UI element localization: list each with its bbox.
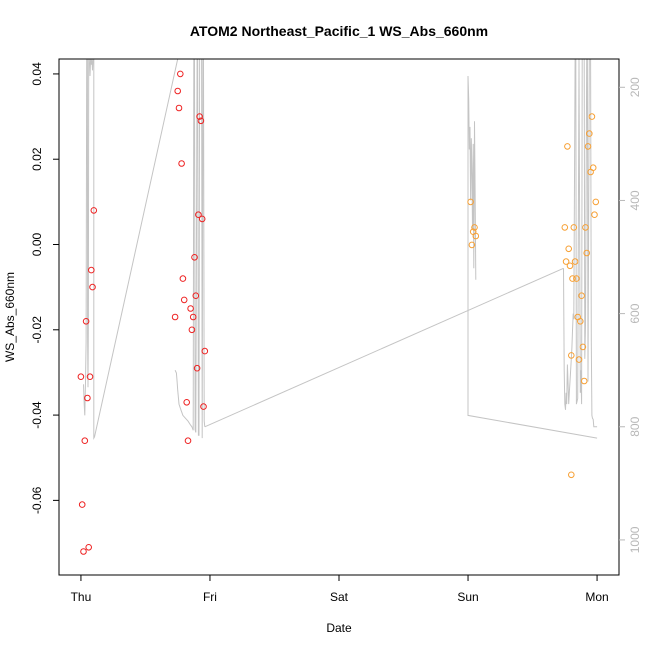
plot-frame — [58, 58, 620, 576]
y2-axis: 200 400 600 800 1000 — [619, 77, 642, 553]
data-point-s1-20 — [580, 377, 588, 385]
data-point-s0-28 — [197, 117, 205, 125]
x-tick-label-4: Mon — [585, 590, 608, 604]
data-point-s1-6 — [562, 258, 570, 265]
data-point-s1-0 — [467, 198, 474, 206]
data-point-s0-18 — [183, 399, 190, 406]
altitude-line-segment-1 — [86, 58, 90, 388]
altitude-line-segment-4 — [174, 369, 194, 431]
data-point-s0-7 — [86, 373, 94, 381]
altitude-line-segment-0 — [83, 58, 88, 416]
y-tick-label-5: 0.04 — [30, 62, 44, 86]
data-point-s0-11 — [171, 313, 179, 321]
data-point-s0-10 — [90, 207, 98, 214]
data-points — [77, 70, 600, 555]
altitude-line-segment-9 — [467, 75, 477, 280]
x-tick-label-2: Sat — [330, 590, 349, 604]
altitude-line-segment-3 — [93, 58, 179, 440]
y-tick-label-1: -0.04 — [30, 401, 44, 429]
data-point-s0-20 — [187, 305, 194, 312]
data-point-s0-9 — [89, 283, 96, 291]
data-point-s0-26 — [195, 211, 202, 218]
data-point-s1-13 — [571, 258, 579, 265]
data-point-s0-4 — [82, 318, 90, 325]
data-point-s0-30 — [200, 403, 207, 410]
data-point-s0-15 — [178, 160, 185, 167]
x-axis-label: Date — [326, 621, 352, 635]
data-point-s1-11 — [569, 275, 576, 282]
data-point-s1-14 — [573, 275, 580, 282]
data-point-s0-5 — [84, 394, 91, 402]
altitude-line-segment-2 — [88, 58, 94, 77]
y-axis-label: WS_Abs_660nm — [3, 272, 17, 362]
data-point-s1-28 — [591, 211, 598, 218]
data-point-s0-6 — [85, 544, 92, 551]
data-point-s0-0 — [77, 373, 85, 381]
y-tick-label-2: -0.02 — [30, 316, 44, 344]
y2-tick-label-0: 200 — [628, 77, 642, 97]
data-point-s0-3 — [81, 437, 89, 445]
data-point-s1-3 — [471, 224, 478, 231]
data-point-s0-31 — [201, 347, 209, 355]
data-point-s1-22 — [583, 249, 591, 257]
chart-title: ATOM2 Northeast_Pacific_1 WS_Abs_660nm — [190, 23, 488, 39]
data-point-s0-27 — [196, 113, 203, 120]
data-point-s0-25 — [193, 364, 201, 372]
data-point-s1-1 — [468, 241, 476, 249]
data-point-s1-7 — [564, 143, 571, 150]
data-point-s1-26 — [588, 113, 596, 120]
data-point-s1-19 — [579, 343, 587, 351]
data-point-s0-13 — [175, 104, 183, 112]
data-point-s1-12 — [570, 224, 578, 231]
data-point-s1-16 — [575, 356, 583, 363]
data-point-s1-24 — [586, 130, 593, 137]
data-point-s1-9 — [566, 262, 574, 270]
data-point-s1-29 — [592, 198, 600, 206]
altitude-line-segment-7 — [204, 267, 564, 428]
y-axis: -0.06 -0.04 -0.02 0.00 0.02 0.04 — [30, 62, 59, 514]
y-tick-label-3: 0.00 — [30, 233, 44, 257]
data-point-s0-2 — [80, 548, 87, 555]
x-tick-label-1: Fri — [203, 590, 217, 604]
x-tick-label-0: Thu — [71, 590, 92, 604]
altitude-line — [83, 58, 598, 440]
data-point-s1-8 — [565, 245, 573, 253]
data-point-s0-1 — [78, 501, 86, 508]
data-point-s1-5 — [561, 224, 569, 231]
data-point-s1-30 — [568, 471, 575, 479]
data-point-s0-14 — [177, 70, 184, 78]
y2-tick-label-3: 800 — [628, 416, 642, 436]
x-axis: Thu Fri Sat Sun Mon — [71, 575, 609, 604]
data-point-s0-23 — [191, 253, 198, 261]
data-point-s0-22 — [189, 313, 197, 321]
data-point-s1-27 — [589, 164, 597, 171]
altitude-line-segment-5 — [192, 58, 197, 433]
data-point-s0-17 — [180, 296, 188, 304]
data-point-s0-21 — [188, 326, 196, 334]
data-point-s0-29 — [198, 215, 206, 223]
data-point-s1-23 — [584, 143, 592, 150]
data-point-s1-18 — [578, 292, 585, 300]
data-point-s1-4 — [472, 232, 480, 240]
data-point-s1-17 — [577, 318, 584, 325]
data-point-s1-10 — [568, 352, 575, 359]
x-tick-label-3: Sun — [457, 590, 478, 604]
altitude-line-segment-10 — [467, 76, 598, 439]
data-point-s1-21 — [582, 224, 589, 231]
data-point-s0-24 — [192, 292, 200, 300]
y2-tick-label-4: 1000 — [628, 526, 642, 553]
data-point-s0-12 — [174, 87, 181, 95]
y2-tick-label-1: 400 — [628, 190, 642, 210]
data-point-s0-19 — [184, 437, 192, 445]
y2-tick-label-2: 600 — [628, 303, 642, 323]
data-point-s0-8 — [88, 266, 95, 274]
data-point-s0-16 — [179, 275, 187, 282]
y-tick-label-0: -0.06 — [30, 486, 44, 514]
y-tick-label-4: 0.02 — [30, 147, 44, 171]
